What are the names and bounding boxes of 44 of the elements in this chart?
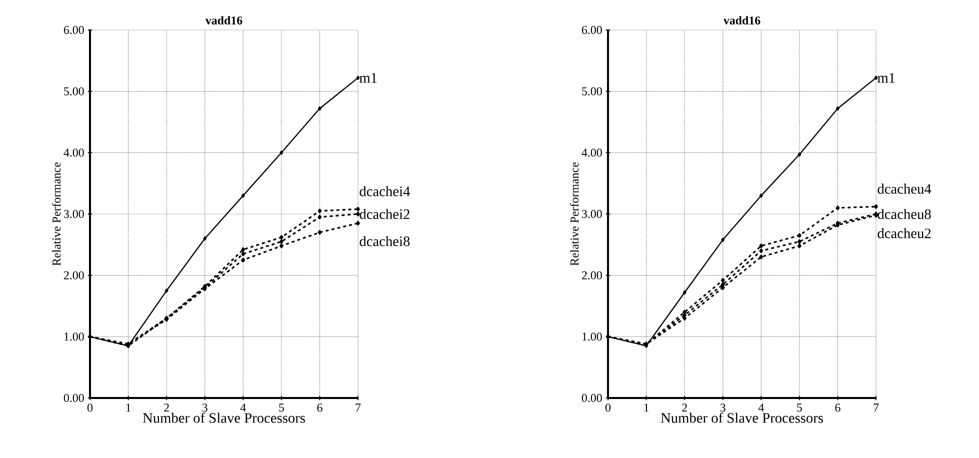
series-label: dcachei8	[360, 236, 410, 246]
x-axis-title: Number of Slave Processors	[142, 412, 305, 423]
y-tick-label: 2.00	[582, 271, 602, 280]
x-tick-label: 1	[126, 404, 131, 412]
chart-title: vadd16	[723, 16, 760, 24]
series-label: m1	[878, 73, 895, 83]
x-tick-label: 3	[720, 404, 726, 412]
y-tick-label: 4.00	[64, 148, 84, 157]
series-label: dcachei2	[360, 208, 410, 220]
y-axis-title: Relative Performance	[52, 162, 61, 266]
series-label: dcacheu2	[878, 228, 931, 238]
y-tick-label: 6.00	[582, 26, 602, 34]
x-tick-label: 6	[835, 404, 840, 412]
x-tick-label: 2	[682, 404, 687, 412]
y-tick-label: 2.00	[64, 271, 84, 280]
series-label: dcacheu4	[878, 184, 932, 194]
x-tick-label: 5	[797, 404, 802, 412]
chart-title: vadd16	[205, 16, 242, 24]
x-tick-label: 5	[279, 404, 284, 412]
y-tick-label: 1.00	[64, 332, 84, 341]
series-label: dcachei4	[360, 186, 410, 196]
y-tick-label: 3.00	[64, 210, 84, 218]
x-tick-label: 0	[87, 404, 93, 412]
x-tick-label: 6	[317, 404, 322, 412]
y-tick-label: 5.00	[64, 87, 84, 96]
x-tick-label: 7	[874, 404, 879, 412]
y-tick-label: 0.00	[582, 394, 602, 402]
x-tick-label: 4	[758, 404, 764, 412]
y-tick-label: 0.00	[64, 394, 84, 402]
y-axis-title: Relative Performance	[570, 162, 579, 266]
series-label: dcacheu8	[878, 208, 931, 220]
x-tick-label: 7	[356, 404, 361, 412]
x-tick-label: 1	[644, 404, 649, 412]
x-tick-label: 3	[202, 404, 208, 412]
series-label: m1	[359, 73, 377, 83]
x-tick-label: 0	[605, 404, 611, 412]
y-tick-label: 4.00	[582, 148, 602, 157]
y-tick-label: 6.00	[64, 26, 84, 34]
y-tick-label: 3.00	[582, 210, 602, 218]
x-axis-title: Number of Slave Processors	[660, 412, 823, 423]
x-tick-label: 4	[240, 404, 246, 412]
x-tick-label: 2	[164, 404, 169, 412]
y-tick-label: 1.00	[582, 332, 602, 341]
y-tick-label: 5.00	[582, 87, 602, 96]
